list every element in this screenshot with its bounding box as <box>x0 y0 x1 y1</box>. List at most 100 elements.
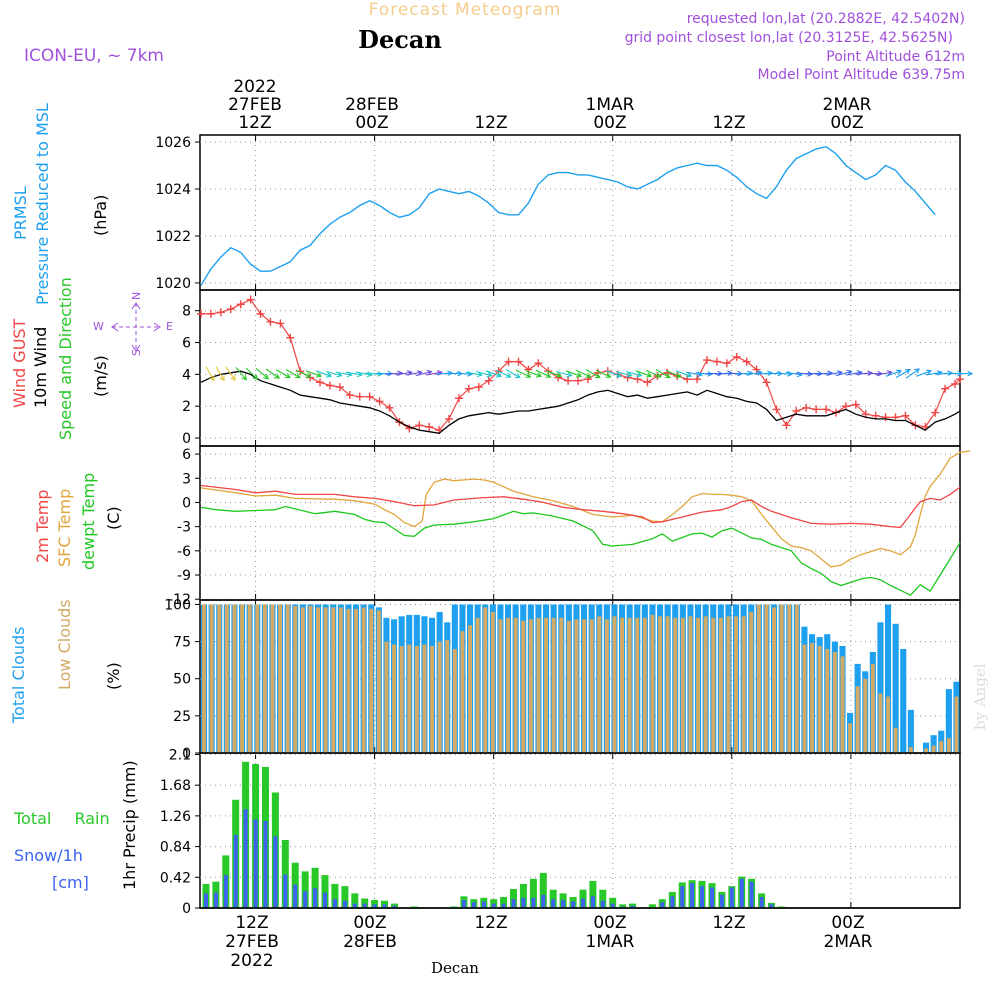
top-axis-label: 12Z <box>238 113 271 133</box>
snow-bar <box>719 894 724 908</box>
snow-bar <box>303 891 308 908</box>
low-clouds-label: Low Clouds <box>55 599 74 690</box>
gust-marker <box>226 305 235 314</box>
snow-bar <box>313 888 318 908</box>
snow-bar <box>233 834 238 908</box>
total-rain-label: Total Rain <box>13 809 110 828</box>
snow-bar <box>729 887 734 908</box>
total-cloud-bar <box>877 622 884 753</box>
wind-direction-arrow <box>515 369 532 378</box>
top-time-axis: 2022 27FEB 12Z 28FEB 00Z 12Z 1MAR 00Z 12… <box>228 77 872 133</box>
low-cloud-bar <box>574 619 579 753</box>
rain-bar <box>311 867 319 908</box>
low-cloud-bar <box>521 620 526 753</box>
y-tick-label: 1.26 <box>160 809 191 825</box>
bottom-axis-label: 00Z <box>831 913 864 933</box>
low-cloud-bar <box>536 617 541 753</box>
top-axis-label: 27FEB <box>228 95 282 115</box>
wind-speed-dir-label: Speed and Direction <box>56 277 75 440</box>
snow-bar <box>273 836 278 908</box>
y-tick-label: 50 <box>173 672 191 688</box>
low-cloud-bar <box>878 693 883 753</box>
snow-bar <box>204 893 208 908</box>
snow-unit-label: [cm] <box>52 873 89 892</box>
cloud-unit-label: (%) <box>104 662 123 690</box>
rain-bar <box>599 889 607 908</box>
low-cloud-bar <box>946 738 951 753</box>
gust-marker <box>236 300 245 309</box>
gust-marker <box>355 392 364 401</box>
low-cloud-bar <box>924 748 928 753</box>
low-cloud-bar <box>703 616 708 753</box>
prmsl-label: PRMSL <box>11 186 30 240</box>
gust-marker <box>742 357 751 366</box>
y-tick-label: 75 <box>173 635 191 651</box>
gust-marker <box>643 378 652 387</box>
wind-direction-arrow <box>915 369 933 377</box>
low-cloud-bar <box>483 607 488 753</box>
gust-marker <box>514 357 523 366</box>
wind-direction-arrow <box>535 369 552 378</box>
wind-direction-arrow <box>225 366 236 382</box>
snow-bar <box>739 878 744 908</box>
wind-chart: 0 2 4 6 8 <box>182 289 974 447</box>
wind-direction-arrow <box>255 367 270 380</box>
gust-marker <box>246 295 255 304</box>
gust-marker <box>901 411 910 420</box>
wind-direction-arrow <box>495 369 512 378</box>
y-tick-label: 100 <box>164 597 191 613</box>
low-cloud-bar <box>293 605 298 753</box>
compass-south: S <box>130 349 143 356</box>
rain-bar <box>281 840 289 908</box>
wind-direction-arrow <box>315 370 333 378</box>
low-cloud-bar <box>642 617 647 753</box>
compass-west: W <box>93 320 104 333</box>
bottom-axis-label: 2MAR <box>824 932 873 952</box>
low-cloud-bar <box>255 604 260 753</box>
rain-bar <box>361 898 369 908</box>
gust-marker <box>782 421 791 430</box>
low-cloud-bar <box>361 607 366 753</box>
panel-frame <box>199 289 961 447</box>
wind-direction-arrow <box>305 370 323 378</box>
wind-direction-arrow <box>595 369 612 378</box>
low-cloud-bar <box>399 646 404 753</box>
cloud-chart: 0 25 50 75 100 <box>164 597 961 762</box>
compass-north: N <box>130 292 143 300</box>
gust-marker <box>574 376 583 385</box>
wind-direction-arrow <box>655 369 671 379</box>
temp-dewpt-label: dewpt Temp <box>79 473 98 570</box>
low-cloud-bar <box>726 616 731 753</box>
y-tick-label: 0 <box>182 495 191 511</box>
snow-bar <box>600 900 605 908</box>
rain-bar <box>341 886 349 908</box>
snow-bar <box>352 903 357 908</box>
gust-marker <box>385 403 394 412</box>
gust-marker <box>732 352 741 361</box>
gust-marker <box>405 424 414 433</box>
low-cloud-bar <box>665 616 670 753</box>
gust-marker <box>956 375 964 384</box>
y-tick-label: 1026 <box>155 135 191 151</box>
low-cloud-bar <box>582 619 586 753</box>
wind-direction-arrow <box>675 370 693 378</box>
rain-bar <box>619 904 627 908</box>
y-tick-label: 0.42 <box>160 870 191 886</box>
gust-marker <box>931 408 940 417</box>
wind-direction-arrow <box>625 370 643 378</box>
bottom-axis-label: 27FEB <box>225 932 279 952</box>
low-cloud-bar <box>460 631 465 753</box>
low-cloud-bar <box>787 604 792 753</box>
low-cloud-bar <box>635 617 640 753</box>
low-cloud-bar <box>848 723 852 753</box>
point-altitude: Point Altitude 612m <box>826 49 965 65</box>
wind-direction-arrow <box>905 368 921 379</box>
bottom-axis-label: 12Z <box>235 913 268 933</box>
snow-bar <box>551 899 556 908</box>
wind-direction-arrow <box>885 369 903 377</box>
gust-marker <box>951 379 960 388</box>
wind-direction-arrow <box>605 370 623 378</box>
snow-bar <box>670 896 675 908</box>
wind-direction-arrow <box>475 370 493 378</box>
